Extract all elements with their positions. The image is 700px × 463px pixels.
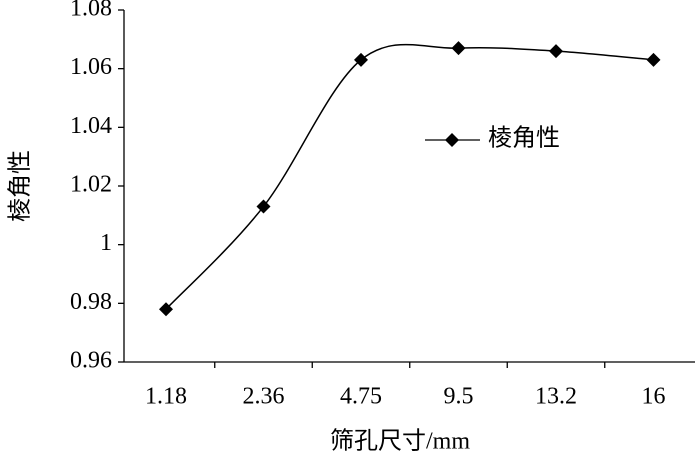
legend-marker — [445, 133, 459, 147]
y-tick-label: 1.08 — [70, 0, 112, 22]
y-tick-label: 1.06 — [70, 54, 112, 80]
y-tick-label: 0.98 — [70, 289, 112, 315]
x-tick-label: 2.36 — [243, 384, 285, 410]
marker — [646, 52, 661, 67]
x-tick-label: 4.75 — [340, 384, 382, 410]
y-tick-label: 1.04 — [70, 113, 112, 139]
marker — [549, 44, 563, 59]
y-axis-label: 棱角性 — [7, 150, 34, 222]
x-tick-label: 1.18 — [145, 384, 187, 410]
marker — [256, 199, 271, 214]
marker — [451, 41, 466, 56]
x-tick-label: 13.2 — [535, 384, 577, 410]
marker — [354, 52, 368, 67]
x-axis-label: 筛孔尺寸/mm — [330, 428, 470, 455]
y-tick-label: 1.02 — [70, 172, 112, 198]
marker — [159, 302, 173, 317]
x-tick-label: 9.5 — [444, 384, 474, 410]
legend-label: 棱角性 — [488, 125, 560, 152]
y-tick-label: 1 — [100, 230, 112, 256]
series-line — [165, 43, 654, 310]
y-tick-label: 0.96 — [70, 348, 112, 374]
x-tick-label: 16 — [642, 384, 666, 410]
